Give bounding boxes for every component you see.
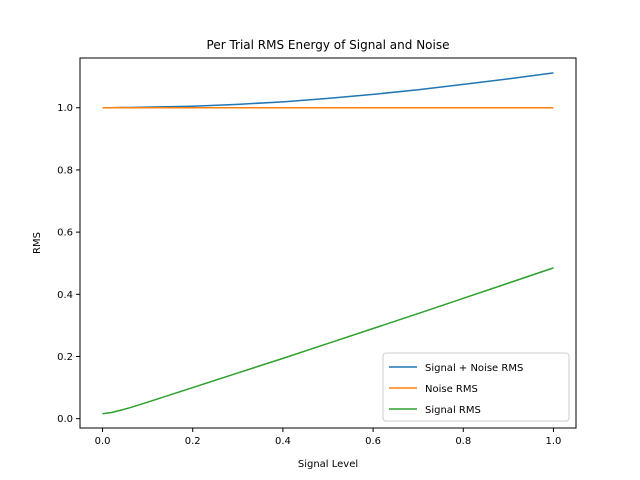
x-tick-label-2: 0.4 (275, 436, 291, 447)
x-tick-label-0: 0.0 (95, 436, 111, 447)
y-axis: 0.0 0.2 0.4 0.6 0.8 1.0 (57, 103, 80, 425)
y-axis-label: RMS (32, 232, 43, 254)
x-axis: 0.0 0.2 0.4 0.6 0.8 1.0 (95, 428, 562, 447)
y-tick-label-2: 0.4 (57, 290, 73, 301)
legend-label-0: Signal + Noise RMS (425, 363, 523, 374)
legend-label-1: Noise RMS (425, 384, 478, 395)
x-tick-label-5: 1.0 (546, 436, 562, 447)
y-tick-label-4: 0.8 (57, 165, 73, 176)
series-line-2 (102, 267, 554, 415)
chart-title: Per Trial RMS Energy of Signal and Noise (207, 38, 450, 52)
y-tick-label-3: 0.6 (57, 228, 73, 239)
x-tick-label-1: 0.2 (185, 436, 201, 447)
legend-label-2: Signal RMS (425, 405, 481, 416)
x-tick-label-3: 0.6 (365, 436, 381, 447)
plot-frame (79, 57, 577, 429)
x-tick-label-4: 0.8 (455, 436, 471, 447)
series-line-0 (102, 72, 554, 109)
y-tick-label-0: 0.0 (57, 414, 73, 425)
y-tick-label-5: 1.0 (57, 103, 73, 114)
x-axis-label: Signal Level (298, 459, 358, 470)
legend-box (382, 352, 570, 422)
plot-series (102, 72, 554, 415)
y-tick-label-1: 0.2 (57, 352, 73, 363)
legend: Signal + Noise RMS Noise RMS Signal RMS (382, 352, 570, 422)
